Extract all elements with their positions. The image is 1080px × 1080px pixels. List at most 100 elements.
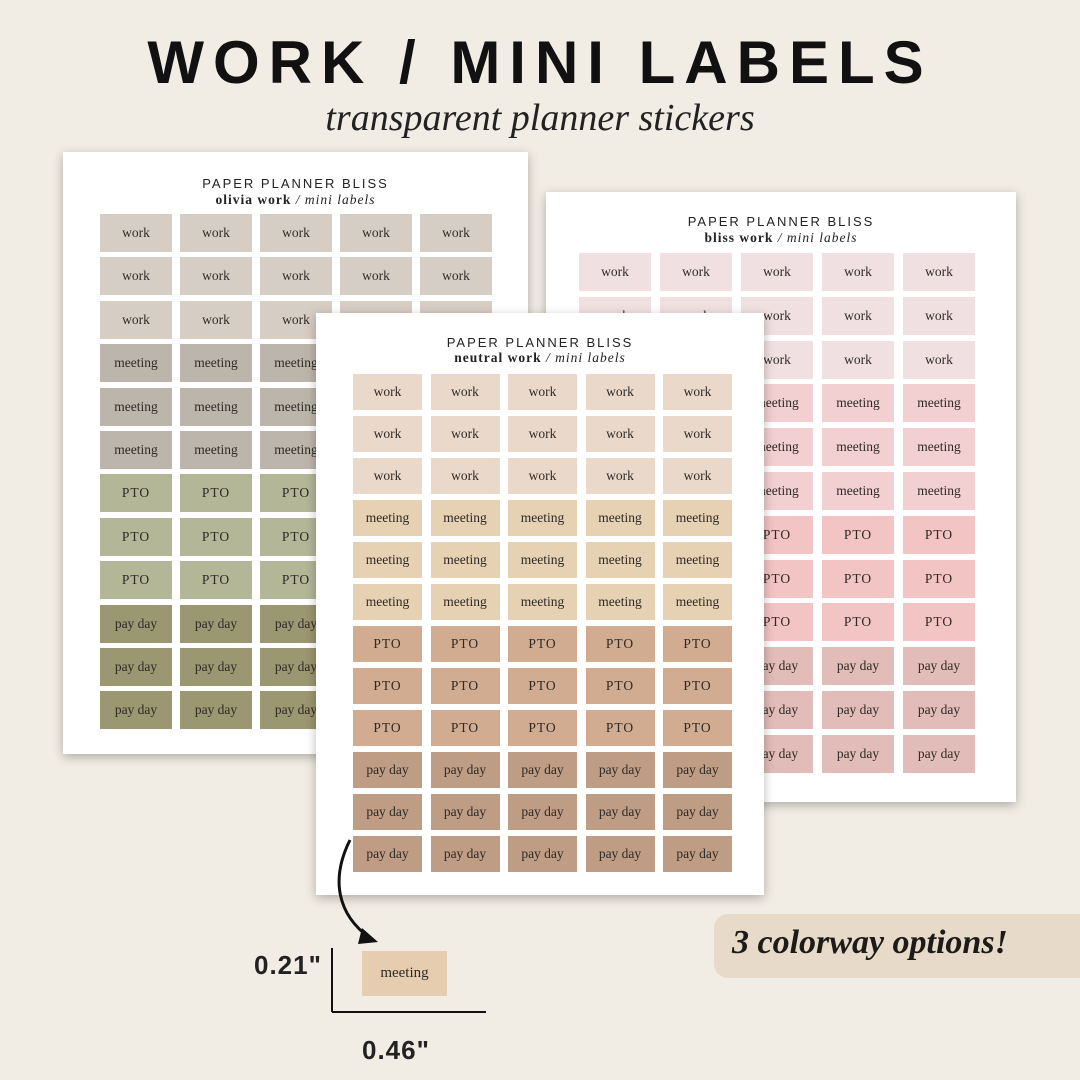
sheet-name: neutral work [454, 350, 542, 365]
sticker-label-work: work [663, 416, 732, 452]
sticker-label-meeting: meeting [663, 500, 732, 536]
sticker-label-work: work [180, 257, 252, 296]
sticker-label-meeting: meeting [663, 542, 732, 578]
page-subtitle: transparent planner stickers [325, 97, 755, 139]
sticker-label-pto: PTO [663, 668, 732, 704]
sticker-label-meeting: meeting [430, 584, 500, 620]
sticker-label-work: work [260, 214, 332, 252]
sticker-label-work: work [340, 214, 412, 252]
sticker-label-pay-day: pay day [663, 794, 732, 830]
sticker-label-pay-day: pay day [903, 647, 975, 686]
sticker-label-work: work [180, 300, 252, 339]
arrowhead-icon [358, 928, 378, 944]
sticker-label-pay-day: pay day [508, 794, 577, 830]
sheet-subtitle: olivia work / mini labels [63, 192, 528, 208]
sticker-label-work: work [420, 214, 492, 252]
colorway-callout: 3 colorway options! [714, 914, 1080, 978]
sticker-label-pto: PTO [100, 474, 172, 513]
sheet-suffix: / mini labels [291, 192, 376, 207]
sticker-label-meeting: meeting [508, 542, 577, 578]
sticker-label-pay-day: pay day [430, 836, 500, 872]
sticker-label-pto: PTO [430, 626, 500, 662]
sticker-label-work: work [353, 416, 422, 452]
sticker-label-pto: PTO [585, 710, 655, 746]
sample-label-meeting: meeting [362, 951, 447, 996]
sticker-label-pto: PTO [353, 668, 422, 704]
sticker-label-work: work [508, 458, 577, 494]
sticker-label-meeting: meeting [180, 387, 252, 426]
sticker-label-work: work [660, 253, 732, 291]
sticker-label-work: work [585, 416, 655, 452]
sticker-label-work: work [741, 253, 813, 291]
sheet-neutral-work: PAPER PLANNER BLISS neutral work / mini … [316, 313, 764, 895]
sheet-subtitle: neutral work / mini labels [316, 350, 764, 366]
page-title: WORK / MINI LABELS [147, 29, 933, 96]
sticker-label-pay-day: pay day [822, 691, 894, 729]
sticker-label-pay-day: pay day [180, 604, 252, 643]
sticker-label-work: work [430, 458, 500, 494]
sticker-label-work: work [903, 340, 975, 379]
sticker-label-work: work [579, 253, 651, 291]
sticker-label-pto: PTO [903, 515, 975, 554]
sticker-label-pto: PTO [508, 626, 577, 662]
sheet-brand: PAPER PLANNER BLISS [446, 335, 634, 350]
sticker-label-meeting: meeting [822, 428, 894, 467]
sticker-label-pto: PTO [180, 517, 252, 556]
sticker-label-pto: PTO [822, 603, 894, 642]
sticker-label-work: work [822, 340, 894, 379]
sticker-label-meeting: meeting [508, 584, 577, 620]
sticker-label-pay-day: pay day [508, 836, 577, 872]
sticker-label-pay-day: pay day [180, 691, 252, 730]
sticker-label-pto: PTO [430, 668, 500, 704]
sticker-label-pay-day: pay day [585, 794, 655, 830]
sticker-label-work: work [420, 257, 492, 296]
sticker-label-pay-day: pay day [100, 691, 172, 730]
sticker-label-meeting: meeting [100, 431, 172, 469]
sticker-label-pto: PTO [430, 710, 500, 746]
sheet-suffix: / mini labels [773, 230, 858, 245]
sticker-label-meeting: meeting [508, 500, 577, 536]
sticker-label-work: work [180, 214, 252, 252]
sticker-label-pto: PTO [508, 710, 577, 746]
sticker-label-pto: PTO [180, 561, 252, 600]
sticker-label-meeting: meeting [663, 584, 732, 620]
sticker-label-work: work [822, 296, 894, 335]
sticker-label-pto: PTO [903, 603, 975, 642]
sticker-label-pto: PTO [353, 710, 422, 746]
sticker-label-work: work [585, 458, 655, 494]
sticker-label-pay-day: pay day [585, 752, 655, 788]
sticker-label-meeting: meeting [585, 542, 655, 578]
sticker-label-meeting: meeting [585, 500, 655, 536]
sticker-label-work: work [585, 374, 655, 410]
sticker-label-work: work [353, 458, 422, 494]
sticker-label-meeting: meeting [180, 344, 252, 383]
sticker-label-pto: PTO [822, 559, 894, 598]
sticker-label-pto: PTO [663, 626, 732, 662]
sticker-label-work: work [260, 257, 332, 296]
sticker-label-work: work [100, 257, 172, 296]
sticker-label-work: work [508, 374, 577, 410]
sticker-label-meeting: meeting [100, 344, 172, 383]
sticker-label-pay-day: pay day [100, 604, 172, 643]
sticker-label-pto: PTO [585, 626, 655, 662]
sticker-label-meeting: meeting [903, 472, 975, 510]
sticker-label-pay-day: pay day [430, 752, 500, 788]
sticker-label-meeting: meeting [903, 428, 975, 467]
sheet-brand: PAPER PLANNER BLISS [202, 176, 389, 191]
height-dimension-text: 0.21" [254, 950, 322, 980]
sheet-brand: PAPER PLANNER BLISS [687, 214, 875, 229]
sticker-label-meeting: meeting [353, 584, 422, 620]
sticker-label-meeting: meeting [585, 584, 655, 620]
sticker-label-pay-day: pay day [353, 836, 422, 872]
sticker-label-pay-day: pay day [663, 836, 732, 872]
sticker-label-pto: PTO [508, 668, 577, 704]
sheet-name: olivia work [215, 192, 292, 207]
sticker-label-pto: PTO [100, 517, 172, 556]
sticker-label-pto: PTO [353, 626, 422, 662]
sticker-label-pay-day: pay day [822, 734, 894, 773]
sticker-label-pto: PTO [903, 559, 975, 598]
sticker-label-meeting: meeting [353, 542, 422, 578]
sticker-label-meeting: meeting [430, 542, 500, 578]
sticker-label-pay-day: pay day [822, 647, 894, 686]
sticker-label-work: work [100, 300, 172, 339]
